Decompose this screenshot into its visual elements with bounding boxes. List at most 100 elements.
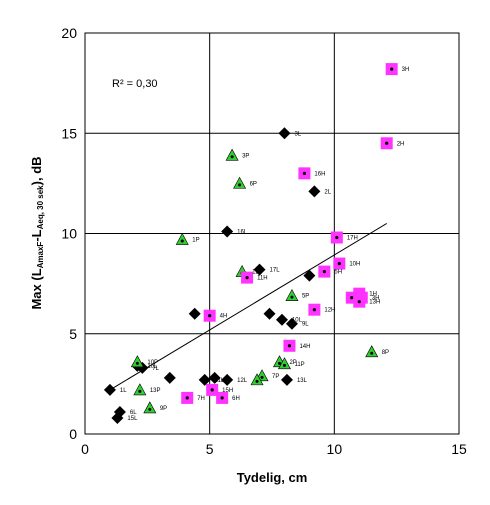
point-label-0-3: 17L bbox=[270, 268, 281, 274]
point-label-2-1: 2H bbox=[397, 141, 405, 147]
diamond-point-18 bbox=[111, 411, 124, 424]
trendline bbox=[109, 223, 387, 391]
square-point-dot-16 bbox=[185, 396, 189, 400]
y-tick-label-1: 5 bbox=[69, 326, 77, 342]
diamond-point-0 bbox=[278, 127, 291, 140]
diamond-point-3 bbox=[253, 263, 266, 276]
y-axis-label-mid: -L bbox=[29, 229, 44, 241]
point-label-0-0: 3L bbox=[294, 131, 301, 137]
point-label-0-1: 2L bbox=[324, 189, 331, 195]
diamond-point-14 bbox=[221, 373, 234, 386]
square-point-dot-1 bbox=[385, 141, 389, 145]
square-point-dot-14 bbox=[210, 388, 214, 392]
point-label-1-4: 5P bbox=[302, 294, 309, 300]
point-label-2-6: 11H bbox=[257, 276, 268, 282]
point-label-2-0: 3H bbox=[402, 67, 410, 73]
y-axis-label-main: Max (L bbox=[29, 268, 44, 309]
triangle-point-dot-1 bbox=[238, 183, 242, 187]
square-point-dot-4 bbox=[337, 261, 341, 266]
triangle-point-2 bbox=[175, 232, 189, 245]
triangle-point-dot-2 bbox=[180, 239, 184, 243]
diamond-point-8 bbox=[285, 317, 298, 330]
y-axis-label-sub1: AmaxF bbox=[36, 242, 45, 269]
triangle-point-8 bbox=[277, 357, 291, 370]
point-label-0-17: 6L bbox=[130, 410, 137, 416]
triangle-point-dot-7 bbox=[277, 361, 281, 365]
y-axis-label-end: ), dB bbox=[29, 156, 44, 185]
point-label-1-12: 9P bbox=[160, 406, 167, 412]
triangle-point-dot-0 bbox=[230, 155, 234, 159]
data-points bbox=[103, 63, 398, 424]
diamond-point-15 bbox=[280, 373, 293, 386]
point-label-2-14: 15H bbox=[222, 388, 233, 394]
y-tick-label-4: 20 bbox=[61, 25, 77, 41]
point-label-0-12: 11L bbox=[215, 378, 225, 384]
triangle-point-dot-8 bbox=[282, 363, 286, 367]
triangle-point-4 bbox=[285, 289, 299, 301]
point-label-2-12: 4H bbox=[220, 314, 228, 320]
point-label-0-10: 7L bbox=[152, 366, 159, 372]
square-point-dot-13 bbox=[287, 344, 292, 348]
y-axis-label-sub2: Aeq, 30 sek bbox=[36, 185, 45, 230]
square-point-dot-12 bbox=[208, 314, 212, 318]
diamond-point-13 bbox=[208, 371, 221, 384]
triangle-point-10 bbox=[250, 373, 264, 386]
point-label-1-5: 8P bbox=[382, 350, 389, 356]
triangle-point-dot-6 bbox=[135, 361, 139, 365]
point-label-1-7: 2P bbox=[289, 360, 296, 366]
triangle-point-dot-10 bbox=[255, 379, 259, 383]
diamond-point-4 bbox=[303, 269, 316, 282]
point-label-1-1: 6P bbox=[250, 181, 257, 187]
x-tick-label-3: 15 bbox=[451, 441, 467, 457]
square-point-dot-10 bbox=[357, 300, 361, 304]
x-axis-label: Tydelig, cm bbox=[237, 470, 308, 485]
point-label-1-8: 11P bbox=[294, 362, 304, 368]
point-label-2-15: 6H bbox=[232, 396, 240, 402]
x-tick-label-1: 5 bbox=[206, 441, 214, 457]
point-label-0-15: 13L bbox=[297, 378, 308, 384]
point-label-2-11: 12H bbox=[324, 308, 335, 314]
point-label-1-6: 10P bbox=[147, 360, 158, 366]
triangle-point-dot-5 bbox=[370, 351, 374, 355]
diamond-point-5 bbox=[188, 307, 201, 320]
point-label-1-11: 13P bbox=[150, 388, 161, 394]
point-label-1-3: 12P bbox=[252, 270, 263, 276]
triangle-point-5 bbox=[365, 345, 379, 358]
triangle-point-dot-12 bbox=[148, 407, 152, 411]
point-label-1-0: 3P bbox=[242, 153, 249, 159]
y-tick-label-3: 15 bbox=[61, 125, 77, 141]
triangle-point-6 bbox=[130, 355, 144, 368]
triangle-point-dot-9 bbox=[260, 375, 264, 379]
point-label-2-16: 7H bbox=[197, 396, 205, 402]
triangle-point-dot-11 bbox=[138, 389, 142, 393]
point-label-2-10: 13H bbox=[369, 300, 380, 306]
point-label-1-2: 1P bbox=[192, 238, 199, 244]
y-tick-label-2: 10 bbox=[61, 226, 77, 242]
point-label-0-16: 1L bbox=[120, 388, 127, 394]
square-point-dot-5 bbox=[322, 269, 326, 274]
point-label-2-7: 1H bbox=[369, 292, 377, 298]
diamond-point-11 bbox=[163, 371, 176, 384]
point-label-2-8: 3H bbox=[372, 296, 380, 302]
square-point-dot-6 bbox=[245, 276, 249, 280]
diamond-point-6 bbox=[263, 307, 276, 320]
square-point-dot-11 bbox=[312, 308, 316, 312]
point-label-0-9: 10L bbox=[147, 364, 158, 370]
triangle-point-11 bbox=[133, 383, 147, 396]
x-tick-label-2: 10 bbox=[327, 441, 343, 457]
diamond-point-1 bbox=[308, 185, 321, 198]
square-point-dot-9 bbox=[350, 296, 354, 300]
point-label-0-18: 15L bbox=[127, 416, 138, 422]
point-label-0-14: 12L bbox=[237, 378, 248, 384]
triangle-point-0 bbox=[225, 148, 239, 161]
point-label-2-3: 17H bbox=[347, 236, 358, 242]
point-label-2-13: 14H bbox=[299, 344, 310, 350]
diamond-point-2 bbox=[221, 225, 234, 238]
diamond-point-7 bbox=[275, 313, 288, 326]
square-point-dot-3 bbox=[335, 235, 339, 240]
tick-labels: 0 5 10 15 0 5 10 15 20 bbox=[61, 25, 467, 457]
y-tick-label-0: 0 bbox=[69, 426, 77, 442]
